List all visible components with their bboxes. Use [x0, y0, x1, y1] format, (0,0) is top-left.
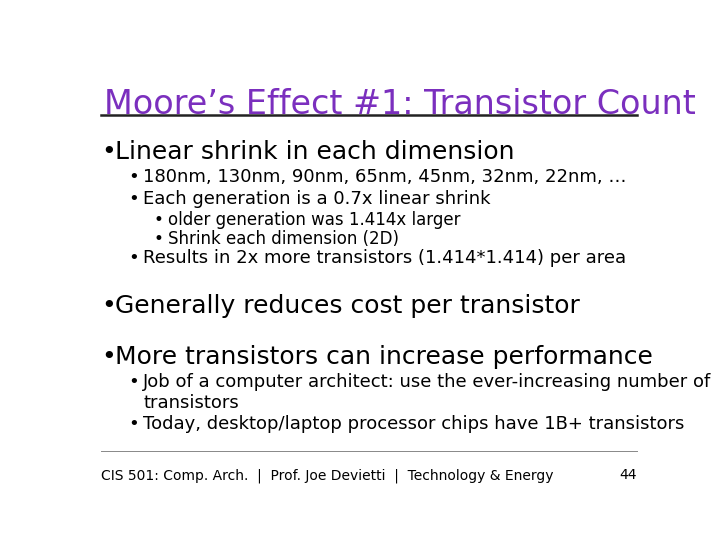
Text: •: •	[128, 168, 139, 186]
Text: More transistors can increase performance: More transistors can increase performanc…	[115, 345, 653, 369]
Text: Generally reduces cost per transistor: Generally reduces cost per transistor	[115, 294, 580, 318]
Text: •: •	[128, 249, 139, 267]
Text: •: •	[128, 373, 139, 392]
Text: •: •	[153, 211, 163, 229]
Text: Moore’s Effect #1: Transistor Count: Moore’s Effect #1: Transistor Count	[104, 87, 696, 120]
Text: Today, desktop/laptop processor chips have 1B+ transistors: Today, desktop/laptop processor chips ha…	[143, 415, 685, 433]
Text: CIS 501: Comp. Arch.  |  Prof. Joe Devietti  |  Technology & Energy: CIS 501: Comp. Arch. | Prof. Joe Deviett…	[101, 468, 554, 483]
Text: Linear shrink in each dimension: Linear shrink in each dimension	[115, 140, 515, 164]
Text: Shrink each dimension (2D): Shrink each dimension (2D)	[168, 230, 399, 248]
Text: Job of a computer architect: use the ever-increasing number of
transistors: Job of a computer architect: use the eve…	[143, 373, 711, 412]
Text: Results in 2x more transistors (1.414*1.414) per area: Results in 2x more transistors (1.414*1.…	[143, 249, 626, 267]
Text: •: •	[101, 294, 116, 318]
Text: •: •	[153, 230, 163, 248]
Text: •: •	[128, 190, 139, 207]
Text: Each generation is a 0.7x linear shrink: Each generation is a 0.7x linear shrink	[143, 190, 490, 207]
Text: older generation was 1.414x larger: older generation was 1.414x larger	[168, 211, 461, 229]
Text: •: •	[128, 415, 139, 433]
Text: 44: 44	[619, 468, 637, 482]
Text: •: •	[101, 345, 116, 369]
Text: 180nm, 130nm, 90nm, 65nm, 45nm, 32nm, 22nm, …: 180nm, 130nm, 90nm, 65nm, 45nm, 32nm, 22…	[143, 168, 626, 186]
Text: •: •	[101, 140, 116, 164]
